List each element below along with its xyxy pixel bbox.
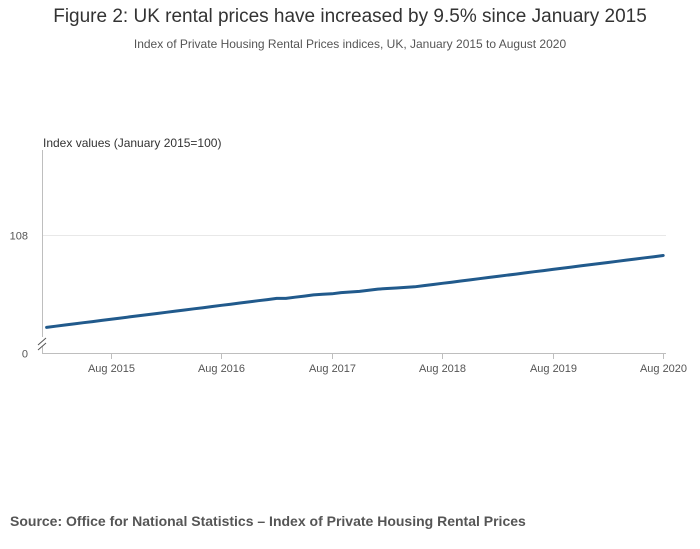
series-point[interactable] [257, 299, 260, 302]
series-point[interactable] [193, 307, 196, 310]
series-point[interactable] [100, 319, 103, 322]
chart-subtitle: Index of Private Housing Rental Prices i… [133, 37, 567, 51]
axis-break-mark [37, 342, 47, 351]
series-layer [45, 254, 665, 329]
series-point[interactable] [570, 266, 573, 269]
series-point[interactable] [146, 313, 149, 316]
series-point[interactable] [275, 297, 278, 300]
series-point[interactable] [505, 274, 508, 277]
series-point[interactable] [579, 265, 582, 268]
series-line[interactable] [45, 254, 665, 329]
series-point[interactable] [73, 323, 76, 326]
series-point[interactable] [423, 284, 426, 287]
series-point[interactable] [349, 291, 352, 294]
series-point[interactable] [478, 277, 481, 280]
y-tick-label: 0 [22, 349, 28, 361]
series-point[interactable] [625, 259, 628, 262]
series-point[interactable] [542, 269, 545, 272]
series-point[interactable] [285, 297, 288, 300]
series-point[interactable] [312, 294, 315, 297]
series-point[interactable] [248, 301, 251, 304]
series-point[interactable] [597, 262, 600, 265]
series-point[interactable] [588, 263, 591, 266]
series-point[interactable] [413, 285, 416, 288]
series-point[interactable] [156, 312, 159, 315]
series-point[interactable] [183, 309, 186, 312]
chart-title: Figure 2: UK rental prices have increase… [53, 6, 647, 27]
series-point[interactable] [119, 317, 122, 320]
series-point[interactable] [386, 287, 389, 290]
series-point[interactable] [634, 258, 637, 261]
series-point[interactable] [229, 303, 232, 306]
series-point[interactable] [515, 273, 518, 276]
series-point[interactable] [82, 321, 85, 324]
y-tick-label: 108 [10, 231, 28, 243]
series-point[interactable] [432, 283, 435, 286]
series-point[interactable] [110, 318, 113, 321]
series-point[interactable] [202, 306, 205, 309]
series-point[interactable] [395, 287, 398, 290]
series-point[interactable] [561, 267, 564, 270]
series-point[interactable] [524, 272, 527, 275]
series-point[interactable] [551, 268, 554, 271]
series-point[interactable] [496, 275, 499, 278]
series-point[interactable] [294, 296, 297, 299]
series-point[interactable] [616, 260, 619, 263]
series-point[interactable] [404, 286, 407, 289]
series-point[interactable] [239, 302, 242, 305]
series-point[interactable] [165, 311, 168, 314]
series-point[interactable] [91, 320, 94, 323]
x-tick-label: Aug 2016 [198, 363, 245, 375]
series-point[interactable] [54, 325, 57, 328]
label-layer: 0 108 Aug 2015 Aug 2016 Aug 2017 Aug 2018 Aug … [10, 231, 687, 376]
series-point[interactable] [459, 280, 462, 283]
series-point[interactable] [321, 293, 324, 296]
y-axis-label: Index values (January 2015=100) [43, 136, 222, 150]
series-point[interactable] [303, 295, 306, 298]
series-point[interactable] [358, 290, 361, 293]
source-note: Source: Office for National Statistics –… [10, 513, 526, 529]
x-tick-label: Aug 2015 [88, 363, 135, 375]
series-point[interactable] [266, 298, 269, 301]
x-tick-label: Aug 2019 [530, 363, 577, 375]
series-point[interactable] [174, 310, 177, 313]
axis-layer [37, 150, 666, 359]
axis-break-mark [37, 337, 47, 346]
series-point[interactable] [367, 289, 370, 292]
series-point[interactable] [607, 261, 610, 264]
series-point[interactable] [469, 279, 472, 282]
series-point[interactable] [450, 281, 453, 284]
x-tick-label: Aug 2020 [640, 363, 687, 375]
series-point[interactable] [137, 314, 140, 317]
series-point[interactable] [45, 326, 48, 329]
series-point[interactable] [487, 276, 490, 279]
series-point[interactable] [441, 282, 444, 285]
series-point[interactable] [533, 270, 536, 273]
series-point[interactable] [653, 255, 656, 258]
series-point[interactable] [662, 254, 665, 257]
series-point[interactable] [340, 291, 343, 294]
series-point[interactable] [211, 305, 214, 308]
x-tick-label: Aug 2017 [309, 363, 356, 375]
series-point[interactable] [377, 288, 380, 291]
series-point[interactable] [64, 324, 67, 327]
series-point[interactable] [220, 304, 223, 307]
series-point[interactable] [128, 316, 131, 319]
x-tick-label: Aug 2018 [419, 363, 466, 375]
series-point[interactable] [643, 256, 646, 259]
series-point[interactable] [331, 292, 334, 295]
